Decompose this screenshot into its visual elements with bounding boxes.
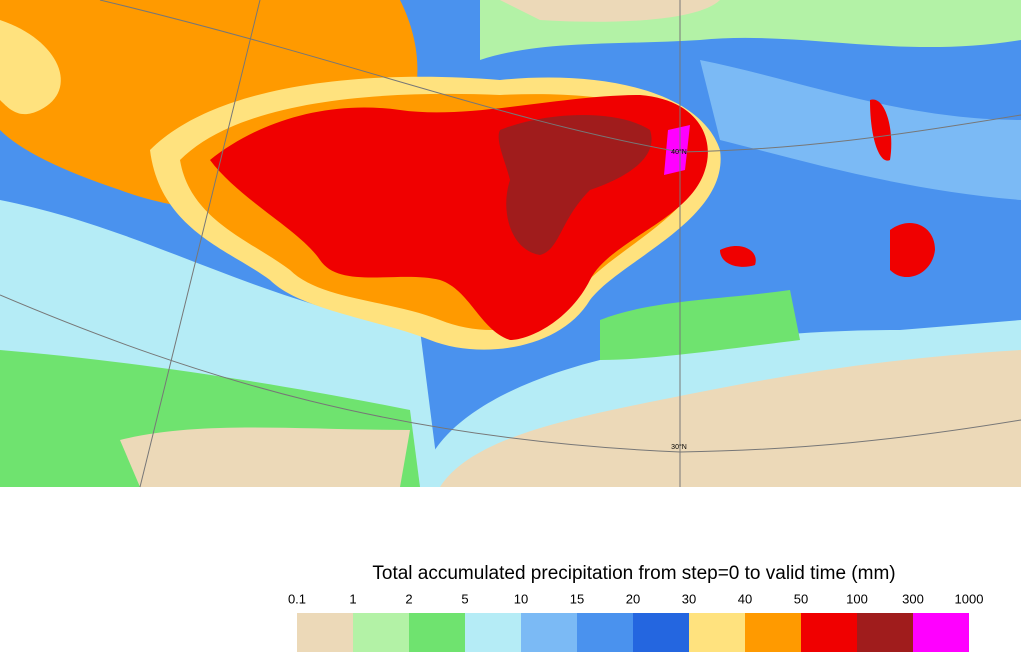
region xyxy=(870,99,892,161)
legend-swatch xyxy=(521,613,577,652)
legend-swatch xyxy=(913,613,969,652)
legend-swatch xyxy=(465,613,521,652)
latitude-label: 30°N xyxy=(671,443,687,451)
legend-tick-label: 50 xyxy=(794,591,808,606)
legend-swatch xyxy=(409,613,465,652)
graticule xyxy=(0,0,1021,488)
legend-swatch xyxy=(633,613,689,652)
region xyxy=(0,20,61,115)
region xyxy=(498,115,652,255)
legend: Total accumulated precipitation from ste… xyxy=(288,563,984,652)
legend-tick-label: 0.1 xyxy=(288,591,306,606)
latitude-label: 40°N xyxy=(671,148,687,156)
region xyxy=(500,0,720,22)
region xyxy=(600,290,800,360)
legend-title: Total accumulated precipitation from ste… xyxy=(372,563,895,584)
legend-swatch xyxy=(353,613,409,652)
legend-tick-label: 2 xyxy=(405,591,412,606)
legend-swatch xyxy=(297,613,353,652)
map: 40°N 30°N xyxy=(0,0,1021,488)
legend-tick-label: 20 xyxy=(626,591,640,606)
region xyxy=(440,350,1021,487)
legend-swatch xyxy=(745,613,801,652)
legend-tick-label: 300 xyxy=(902,591,924,606)
legend-tick-label: 1 xyxy=(349,591,356,606)
legend-swatch xyxy=(689,613,745,652)
region xyxy=(890,222,935,278)
legend-swatch xyxy=(577,613,633,652)
legend-swatch xyxy=(801,613,857,652)
region xyxy=(700,60,1021,200)
legend-tick-label: 1000 xyxy=(955,591,984,606)
legend-tick-label: 40 xyxy=(738,591,752,606)
legend-tick-label: 30 xyxy=(682,591,696,606)
legend-tick-label: 5 xyxy=(461,591,468,606)
legend-swatch xyxy=(857,613,913,652)
legend-tick-label: 100 xyxy=(846,591,868,606)
region xyxy=(120,427,410,487)
region xyxy=(664,125,690,175)
legend-tick-label: 10 xyxy=(514,591,528,606)
region xyxy=(720,245,756,267)
legend-tick-label: 15 xyxy=(570,591,584,606)
